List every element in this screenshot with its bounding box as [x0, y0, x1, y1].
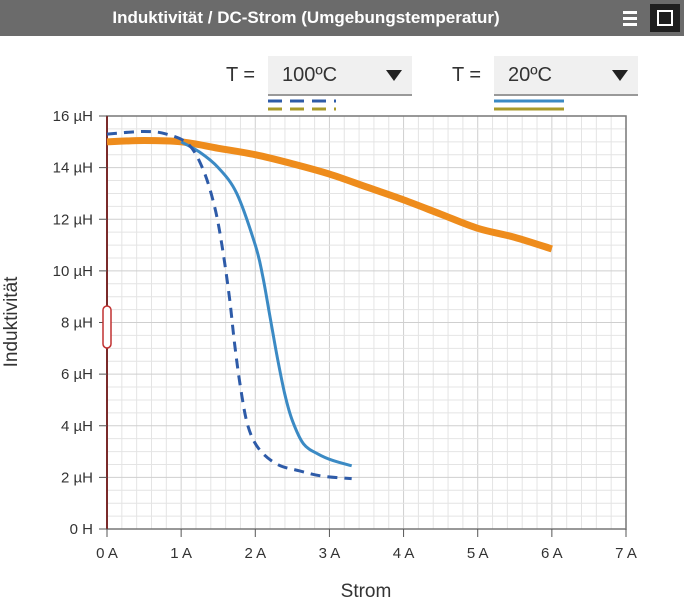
- x-tick-label: 7 A: [615, 545, 637, 562]
- x-tick-label: 0 A: [96, 545, 118, 562]
- title-bar: Induktivität / DC-Strom (Umgebungstemper…: [0, 0, 684, 36]
- y-tick-label: 2 µH: [61, 469, 93, 486]
- temperature-label-right: T =: [452, 64, 482, 86]
- series-group: [106, 129, 553, 481]
- y-tick-label: 6 µH: [61, 366, 93, 383]
- series-line-2: [106, 129, 352, 481]
- temperature-label-left: T =: [226, 64, 256, 86]
- y-tick-label: 0 H: [70, 521, 93, 538]
- x-tick-label: 4 A: [393, 545, 415, 562]
- x-axis-label: Strom: [341, 581, 392, 600]
- x-ticks: 0 A 1 A 2 A 3 A 4 A 5 A 6 A 7 A: [96, 529, 637, 562]
- y-tick-label: 14 µH: [53, 160, 93, 177]
- window-title: Induktivität / DC-Strom (Umgebungstemper…: [112, 8, 500, 27]
- x-tick-label: 6 A: [541, 545, 563, 562]
- x-tick-label: 5 A: [467, 545, 489, 562]
- y-axis-range-handle[interactable]: [102, 305, 112, 349]
- chart-grid: [107, 116, 626, 529]
- y-tick-label: 4 µH: [61, 418, 93, 435]
- x-tick-label: 2 A: [244, 545, 266, 562]
- y-axis-label: Induktivität: [1, 276, 22, 368]
- chevron-down-icon: [612, 70, 628, 81]
- temperature-select-right[interactable]: 20ºC: [494, 56, 638, 96]
- temperature-select-left[interactable]: 100ºC: [268, 56, 412, 96]
- series-line-1: [180, 140, 353, 468]
- x-tick-label: 1 A: [170, 545, 192, 562]
- y-tick-label: 12 µH: [53, 211, 93, 228]
- legend-swatch-20: [494, 99, 564, 111]
- x-tick-label: 3 A: [319, 545, 341, 562]
- y-tick-label: 10 µH: [53, 263, 93, 280]
- temperature-select-right-value: 20ºC: [508, 64, 552, 86]
- maximize-icon[interactable]: [650, 4, 680, 32]
- y-ticks: 0 H 2 µH 4 µH 6 µH 8 µH 10 µH 12 µH 14 µH 16 µH: [53, 108, 107, 538]
- menu-icon[interactable]: [616, 4, 644, 32]
- legend-swatch-100: [268, 99, 336, 111]
- y-tick-label: 8 µH: [61, 315, 93, 332]
- y-tick-label: 16 µH: [53, 108, 93, 125]
- temperature-select-left-value: 100ºC: [282, 64, 338, 86]
- chevron-down-icon: [386, 70, 402, 81]
